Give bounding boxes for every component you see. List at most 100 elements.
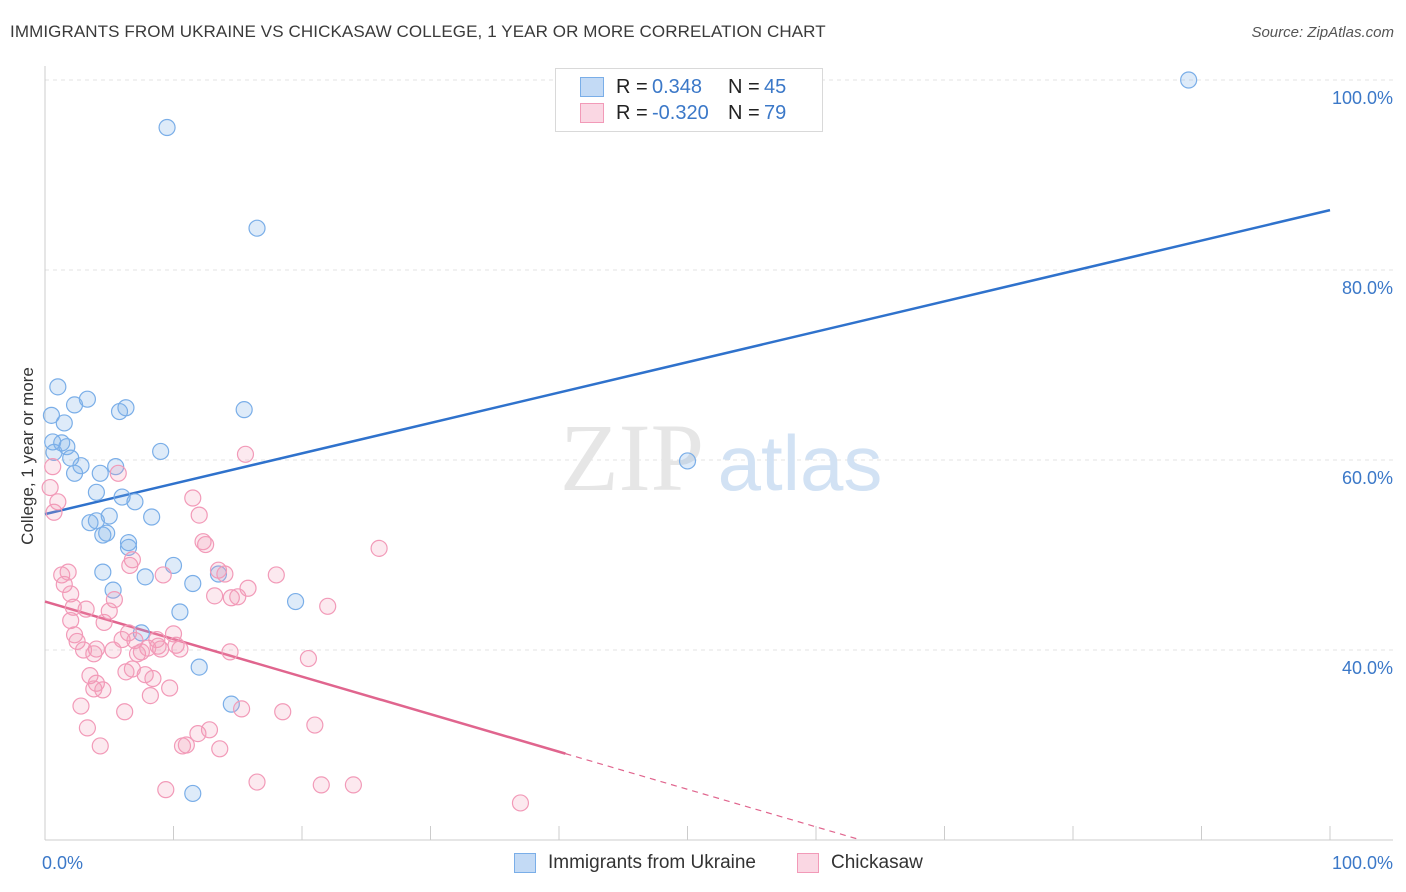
data-points — [41, 71, 1198, 812]
point-chickasaw — [306, 716, 324, 734]
point-chickasaw — [77, 600, 95, 618]
legend-n-value: 45 — [764, 75, 787, 98]
legend-n-value: 79 — [764, 101, 787, 124]
legend-n-label: N = — [728, 101, 760, 124]
point-chickasaw — [85, 645, 103, 663]
bottom-legend-swatch-chickasaw — [797, 853, 819, 873]
point-chickasaw — [144, 669, 162, 688]
chart-source: Source: ZipAtlas.com — [1251, 24, 1394, 41]
y-tick-label: 100.0% — [1332, 88, 1393, 108]
point-chickasaw — [274, 703, 292, 721]
point-chickasaw — [216, 565, 234, 583]
point-ukraine — [209, 565, 228, 583]
trend-lines — [44, 208, 1331, 841]
point-ukraine — [171, 603, 189, 621]
point-chickasaw — [344, 776, 362, 794]
x-tick-label-max: 100.0% — [1332, 853, 1393, 873]
point-chickasaw — [370, 539, 388, 557]
point-ukraine — [248, 219, 266, 237]
point-chickasaw — [197, 535, 215, 554]
point-chickasaw — [194, 533, 212, 551]
point-ukraine — [117, 399, 135, 417]
watermark: ZIP atlas — [560, 404, 882, 511]
point-ukraine — [113, 488, 131, 506]
point-chickasaw — [148, 630, 166, 649]
point-ukraine — [143, 508, 161, 526]
legend-r-label: R = — [616, 75, 648, 98]
point-ukraine — [286, 592, 305, 611]
point-chickasaw — [157, 781, 175, 799]
point-ukraine — [222, 695, 240, 713]
tick-labels: 40.0% 60.0% 80.0% 100.0% 0.0% 100.0% — [42, 88, 1393, 873]
point-ukraine — [87, 483, 106, 501]
point-chickasaw — [171, 640, 189, 658]
point-ukraine — [678, 452, 697, 470]
legend-n-label: N = — [728, 75, 760, 98]
point-ukraine — [87, 512, 106, 530]
bottom-legend-ukraine: Immigrants from Ukraine — [514, 852, 756, 874]
point-chickasaw — [267, 566, 285, 584]
point-chickasaw — [139, 639, 157, 657]
point-ukraine — [98, 524, 116, 542]
point-chickasaw — [62, 585, 80, 603]
point-chickasaw — [109, 464, 127, 482]
point-ukraine — [184, 574, 202, 593]
point-ukraine — [42, 406, 61, 424]
point-chickasaw — [222, 589, 240, 607]
point-chickasaw — [511, 794, 530, 812]
point-chickasaw — [49, 493, 67, 511]
legend-swatch-chickasaw — [580, 103, 604, 123]
bottom-legend-label-ukraine: Immigrants from Ukraine — [548, 852, 756, 873]
point-ukraine — [158, 118, 176, 137]
point-ukraine — [152, 442, 170, 461]
y-tick-label: 60.0% — [1342, 468, 1393, 488]
point-ukraine — [184, 784, 202, 803]
bottom-legend-label-chickasaw: Chickasaw — [831, 852, 923, 873]
point-chickasaw — [44, 458, 62, 476]
axes — [44, 66, 1393, 841]
point-ukraine — [136, 568, 154, 586]
point-chickasaw — [45, 503, 63, 521]
point-chickasaw — [74, 641, 93, 659]
legend-row-chickasaw: R = -0.320 N = 79 — [580, 100, 786, 126]
point-chickasaw — [91, 737, 109, 755]
trend-line-chickasaw — [44, 600, 566, 755]
point-chickasaw — [161, 679, 179, 697]
point-ukraine — [91, 464, 109, 482]
point-chickasaw — [116, 703, 134, 721]
point-chickasaw — [64, 598, 82, 616]
y-tick-label: 40.0% — [1342, 658, 1393, 678]
point-chickasaw — [319, 597, 337, 615]
trend-line-chickasaw-extension — [565, 753, 862, 841]
point-ukraine — [49, 378, 67, 396]
x-tick-label-min: 0.0% — [42, 853, 83, 873]
point-ukraine — [235, 401, 253, 419]
point-chickasaw — [62, 611, 80, 630]
point-ukraine — [55, 414, 73, 432]
legend-r-label: R = — [616, 101, 648, 124]
point-chickasaw — [68, 632, 86, 651]
point-chickasaw — [59, 563, 77, 581]
point-chickasaw — [184, 489, 202, 507]
point-ukraine — [119, 534, 138, 552]
point-chickasaw — [113, 630, 131, 649]
point-ukraine — [78, 390, 97, 408]
chart-title: IMMIGRANTS FROM UKRAINE VS CHICKASAW COL… — [10, 22, 826, 41]
point-chickasaw — [149, 637, 167, 655]
trend-line-ukraine — [44, 208, 1331, 516]
point-chickasaw — [177, 736, 195, 754]
point-chickasaw — [105, 591, 123, 609]
bottom-legend-chickasaw: Chickasaw — [797, 852, 923, 874]
point-ukraine — [72, 457, 90, 475]
point-chickasaw — [190, 506, 208, 524]
legend-row-ukraine: R = 0.348 N = 45 — [580, 74, 786, 100]
point-ukraine — [94, 563, 112, 581]
point-ukraine — [190, 658, 208, 676]
point-chickasaw — [239, 579, 257, 597]
point-ukraine — [1180, 71, 1198, 89]
y-tick-label: 80.0% — [1342, 278, 1393, 298]
bottom-legend-swatch-ukraine — [514, 853, 536, 873]
point-chickasaw — [78, 719, 97, 737]
legend-r-value: -0.320 — [652, 101, 709, 124]
